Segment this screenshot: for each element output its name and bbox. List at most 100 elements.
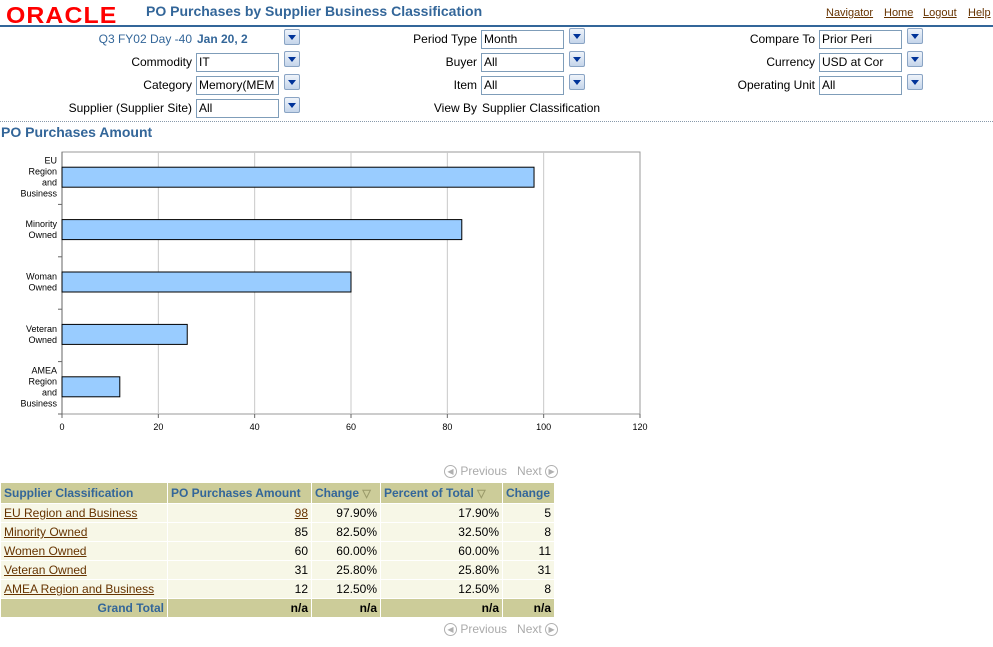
amount-cell: 85: [167, 522, 312, 542]
navigator-link[interactable]: Navigator: [826, 7, 874, 19]
period-type-dropdown-button[interactable]: [569, 28, 585, 44]
col-percent-of-total[interactable]: Percent of Total ▽: [380, 482, 503, 504]
header-label: Percent of Total: [384, 486, 474, 500]
amount-cell: 31: [167, 560, 312, 580]
logout-link[interactable]: Logout: [923, 7, 957, 19]
x-tick-label: 60: [346, 422, 356, 432]
percent-cell: 25.80%: [380, 560, 503, 580]
supplier-field[interactable]: All: [196, 99, 279, 118]
classification-link[interactable]: Minority Owned: [4, 525, 88, 539]
previous-label: Previous: [460, 622, 508, 636]
commodity-field[interactable]: IT: [196, 53, 279, 72]
x-tick-label: 0: [59, 422, 64, 432]
amount-link[interactable]: 98: [294, 506, 308, 520]
item-label: Item: [453, 78, 477, 92]
y-category-label: and: [42, 387, 57, 397]
col-change-2[interactable]: Change: [502, 482, 555, 504]
y-category-label: Veteran: [26, 324, 57, 334]
classification-cell: Women Owned: [0, 541, 168, 561]
percent-cell: 32.50%: [380, 522, 503, 542]
percent-cell: 60.00%: [380, 541, 503, 561]
pager-bottom: ◀ Previous Next ▶: [444, 622, 559, 637]
operating-unit-dropdown-button[interactable]: [907, 74, 923, 90]
change-cell: 12.50%: [311, 579, 381, 599]
classification-link[interactable]: AMEA Region and Business: [4, 582, 155, 596]
item-dropdown-button[interactable]: [569, 74, 585, 90]
y-category-label: Owned: [28, 283, 57, 293]
currency-field[interactable]: USD at Cor: [819, 53, 902, 72]
col-change[interactable]: Change ▽: [311, 482, 381, 504]
category-dropdown-button[interactable]: [284, 74, 300, 90]
currency-label: Currency: [766, 55, 815, 69]
change-cell: 25.80%: [311, 560, 381, 580]
previous-button[interactable]: ◀ Previous: [444, 622, 508, 637]
classification-link[interactable]: Veteran Owned: [4, 563, 87, 577]
date-value[interactable]: Jan 20, 2: [197, 32, 248, 46]
percent-cell: 17.90%: [380, 503, 503, 523]
grand-total-value: n/a: [502, 598, 555, 618]
table-row: Minority Owned 85 82.50% 32.50% 8: [0, 522, 555, 542]
col-supplier-classification[interactable]: Supplier Classification: [0, 482, 168, 504]
supplier-dropdown-button[interactable]: [284, 97, 300, 113]
commodity-label: Commodity: [131, 55, 192, 69]
section-divider: [0, 121, 993, 122]
classification-link[interactable]: EU Region and Business: [4, 506, 138, 520]
operating-unit-field[interactable]: All: [819, 76, 902, 95]
y-category-label: Region: [28, 167, 57, 177]
header-label: PO Purchases Amount: [171, 486, 301, 500]
date-dropdown-button[interactable]: [284, 29, 300, 45]
home-link[interactable]: Home: [884, 7, 914, 19]
grand-total-value: n/a: [380, 598, 503, 618]
help-link[interactable]: Help: [968, 7, 991, 19]
classification-link[interactable]: Women Owned: [4, 544, 87, 558]
buyer-dropdown-button[interactable]: [569, 51, 585, 67]
supplier-label: Supplier (Supplier Site): [68, 101, 192, 115]
percent-cell: 12.50%: [380, 579, 503, 599]
arrow-left-icon: ◀: [444, 623, 457, 637]
chevron-down-icon: [288, 79, 296, 85]
x-tick-label: 100: [536, 422, 551, 432]
x-tick-label: 80: [442, 422, 452, 432]
buyer-field[interactable]: All: [481, 53, 564, 72]
view-by-value: Supplier Classification: [482, 101, 601, 115]
y-category-label: Business: [20, 398, 57, 408]
change-cell: 5: [502, 503, 555, 523]
grand-total-value: n/a: [167, 598, 312, 618]
commodity-dropdown-button[interactable]: [284, 51, 300, 67]
category-field[interactable]: Memory(MEM: [196, 76, 279, 95]
change-cell: 97.90%: [311, 503, 381, 523]
item-field[interactable]: All: [481, 76, 564, 95]
previous-button[interactable]: ◀ Previous: [444, 464, 507, 479]
change-cell: 31: [502, 560, 555, 580]
grand-total-label: Grand Total: [0, 598, 168, 618]
compare-to-label: Compare To: [749, 32, 815, 46]
chevron-down-icon: [911, 33, 919, 39]
arrow-right-icon: ▶: [545, 623, 559, 637]
next-button[interactable]: Next ▶: [517, 622, 559, 637]
bar: [61, 323, 188, 345]
x-tick-label: 20: [153, 422, 163, 432]
change-cell: 60.00%: [311, 541, 381, 561]
compare-to-field[interactable]: Prior Peri: [819, 30, 902, 49]
table-row: Veteran Owned 31 25.80% 25.80% 31: [0, 560, 555, 580]
col-po-purchases-amount[interactable]: PO Purchases Amount: [167, 482, 312, 504]
y-category-label: Region: [28, 376, 57, 386]
sort-icon: ▽: [362, 488, 371, 500]
grand-total-value: n/a: [311, 598, 381, 618]
bar: [61, 376, 121, 398]
period-type-field[interactable]: Month: [481, 30, 564, 49]
next-button[interactable]: Next ▶: [517, 464, 559, 479]
header-divider: [0, 25, 993, 27]
header-label: Change: [506, 486, 551, 500]
compare-to-dropdown-button[interactable]: [907, 28, 923, 44]
amount-cell: 12: [167, 579, 312, 599]
grand-total-row: Grand Total n/a n/a n/a n/a: [0, 598, 555, 618]
table-row: EU Region and Business 98 97.90% 17.90% 5: [0, 503, 555, 523]
change-cell: 8: [502, 522, 555, 542]
sort-icon: ▽: [477, 488, 486, 500]
bar: [61, 271, 352, 293]
chevron-down-icon: [573, 56, 581, 62]
x-tick-label: 40: [250, 422, 260, 432]
y-category-label: Owned: [28, 335, 57, 345]
currency-dropdown-button[interactable]: [907, 51, 923, 67]
